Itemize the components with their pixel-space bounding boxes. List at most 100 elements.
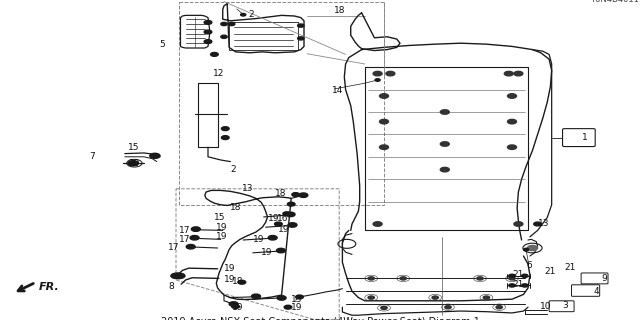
Circle shape [445,306,451,309]
Circle shape [204,20,212,24]
Text: 17: 17 [168,244,179,252]
Circle shape [186,244,195,249]
Text: 13: 13 [242,184,253,193]
FancyBboxPatch shape [581,273,608,284]
Text: 19: 19 [291,303,303,312]
Circle shape [277,296,286,300]
Circle shape [204,30,212,34]
Circle shape [522,274,528,277]
Ellipse shape [171,273,185,279]
Circle shape [232,305,239,308]
Text: 5: 5 [159,40,165,49]
Circle shape [252,294,260,299]
Circle shape [299,193,308,197]
Text: 3: 3 [562,301,568,310]
Text: 20: 20 [128,159,140,168]
Circle shape [221,22,227,26]
Text: 2: 2 [248,10,254,19]
Text: 15: 15 [128,143,140,152]
Text: 15: 15 [214,213,225,222]
Text: 21: 21 [512,270,524,279]
Text: 17: 17 [179,226,191,235]
Circle shape [524,248,529,251]
Text: 18: 18 [230,204,242,212]
Text: 4: 4 [594,287,600,296]
Text: 6: 6 [526,261,532,270]
Text: 19: 19 [232,303,243,312]
Circle shape [508,119,516,124]
Circle shape [228,22,235,26]
Circle shape [483,296,490,299]
Circle shape [508,94,516,98]
Circle shape [514,222,523,226]
Text: 2: 2 [230,165,236,174]
Text: 21: 21 [512,280,524,289]
Circle shape [287,202,295,206]
Circle shape [368,296,374,299]
Text: 9: 9 [602,274,607,283]
Circle shape [514,71,523,76]
Circle shape [275,222,282,226]
Text: 21: 21 [544,267,556,276]
Circle shape [381,306,387,309]
Circle shape [298,24,304,27]
Circle shape [190,236,199,240]
FancyBboxPatch shape [572,285,600,296]
Text: 21: 21 [564,263,576,272]
Text: 1: 1 [582,133,588,142]
Circle shape [400,277,406,280]
Circle shape [509,284,515,287]
Text: 18: 18 [232,277,243,286]
Circle shape [527,245,538,251]
Circle shape [296,295,303,299]
Circle shape [440,142,449,146]
Circle shape [286,212,295,217]
Text: 7: 7 [89,152,95,161]
Text: 12: 12 [212,69,224,78]
Circle shape [380,145,388,149]
Circle shape [298,37,304,40]
Text: 16: 16 [276,214,288,223]
Circle shape [191,227,200,231]
Circle shape [150,153,160,158]
Circle shape [432,296,438,299]
Circle shape [268,236,277,240]
Circle shape [221,127,229,131]
Circle shape [368,277,374,280]
Circle shape [477,277,483,280]
Circle shape [292,193,300,196]
Text: 19: 19 [224,264,236,273]
Text: T6N4B4011: T6N4B4011 [590,0,639,4]
Circle shape [508,145,516,149]
Circle shape [204,40,212,44]
Circle shape [283,212,291,216]
Circle shape [440,167,449,172]
Text: 8: 8 [168,282,174,291]
Circle shape [440,110,449,114]
Circle shape [128,161,138,166]
Text: 13: 13 [538,220,549,228]
Circle shape [238,280,246,284]
Text: 19: 19 [216,232,228,241]
Circle shape [221,35,227,38]
Text: 19: 19 [224,275,236,284]
Circle shape [522,284,528,287]
Circle shape [373,222,382,226]
Text: 19: 19 [261,248,273,257]
Circle shape [504,71,513,76]
Circle shape [380,119,388,124]
Text: 19: 19 [253,236,264,244]
Circle shape [373,71,382,76]
Circle shape [380,94,388,98]
Text: 10: 10 [540,302,551,311]
Text: 13: 13 [291,295,303,304]
Circle shape [509,274,515,277]
Circle shape [241,13,246,16]
Circle shape [288,223,297,227]
Circle shape [284,305,292,309]
Text: 17: 17 [179,235,191,244]
Circle shape [534,222,541,226]
Text: 18: 18 [275,189,287,198]
FancyBboxPatch shape [563,129,595,147]
Text: 14: 14 [332,86,343,95]
